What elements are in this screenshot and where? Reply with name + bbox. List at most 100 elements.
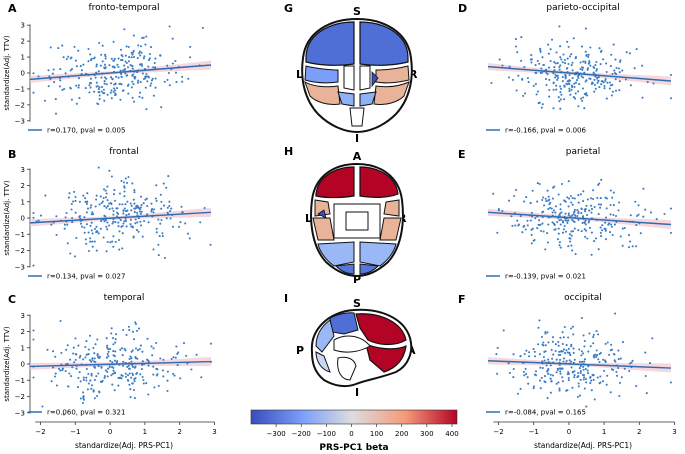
data-point: [78, 97, 81, 100]
brain-coronal: [301, 17, 413, 134]
data-point: [559, 85, 562, 88]
data-point: [580, 316, 583, 320]
data-point: [570, 53, 573, 56]
data-point: [150, 210, 153, 213]
data-point: [130, 357, 133, 360]
data-point: [136, 221, 139, 224]
data-point: [109, 347, 112, 351]
data-point: [105, 250, 108, 253]
data-point: [154, 66, 157, 69]
data-point: [98, 355, 101, 358]
data-point: [144, 75, 147, 78]
data-point: [168, 84, 171, 87]
data-point: [95, 81, 98, 84]
data-point: [152, 248, 155, 251]
data-point: [577, 105, 580, 108]
data-point: [618, 89, 621, 92]
data-point: [584, 235, 587, 238]
data-point: [135, 329, 139, 332]
data-point: [617, 209, 620, 212]
data-point: [181, 80, 184, 83]
data-point: [604, 221, 607, 224]
data-point: [170, 207, 173, 210]
data-point: [610, 368, 613, 371]
data-point: [79, 354, 82, 357]
data-point: [110, 76, 113, 79]
data-point: [557, 340, 560, 343]
data-point: [125, 181, 129, 184]
data-point: [54, 355, 57, 358]
data-point: [139, 63, 142, 66]
data-point: [617, 67, 620, 70]
data-point: [501, 64, 504, 67]
data-point: [621, 69, 624, 72]
data-point: [529, 219, 532, 222]
data-point: [90, 372, 93, 375]
panel-title: temporal: [104, 293, 145, 303]
data-point: [604, 229, 607, 232]
data-point: [615, 66, 618, 70]
data-point: [540, 106, 543, 109]
data-point: [583, 339, 586, 343]
data-point: [524, 92, 527, 95]
data-point: [173, 374, 176, 377]
data-point: [529, 58, 532, 61]
data-point: [77, 376, 80, 379]
data-point: [120, 225, 123, 228]
data-point: [94, 360, 97, 364]
data-point: [130, 376, 133, 379]
orient-label-left-i: P: [296, 344, 304, 357]
data-point: [120, 179, 123, 182]
data-point: [98, 203, 101, 206]
data-point: [105, 77, 108, 80]
data-point: [50, 223, 53, 226]
data-point: [127, 213, 131, 216]
data-point: [177, 225, 181, 228]
y-tick-label: −3: [15, 263, 25, 271]
data-point: [144, 198, 147, 201]
data-point: [126, 66, 130, 69]
data-point: [131, 53, 134, 56]
data-point: [157, 254, 160, 257]
data-point: [635, 223, 638, 227]
data-point: [139, 220, 142, 223]
data-point: [635, 245, 638, 248]
data-point: [93, 240, 96, 243]
data-point: [160, 207, 163, 210]
data-point: [597, 333, 600, 336]
data-point: [565, 82, 568, 85]
data-point: [112, 350, 115, 353]
data-point: [103, 376, 106, 380]
data-point: [576, 376, 579, 379]
data-point: [629, 214, 632, 217]
data-point: [579, 370, 582, 373]
data-point: [566, 373, 569, 376]
y-tick-label: −1: [15, 377, 25, 385]
data-point: [561, 331, 564, 334]
data-point: [128, 383, 131, 386]
data-point: [551, 197, 554, 200]
data-point: [63, 227, 66, 230]
panel-letter-i: I: [284, 292, 288, 305]
data-point: [550, 207, 553, 210]
data-point: [148, 52, 152, 56]
data-point: [577, 194, 580, 197]
data-point: [641, 64, 644, 67]
data-point: [133, 77, 136, 80]
data-point: [559, 223, 562, 226]
data-point: [559, 218, 563, 221]
data-point: [612, 191, 615, 194]
data-point: [603, 369, 606, 372]
data-point: [582, 66, 585, 69]
data-point: [146, 337, 149, 340]
data-point: [570, 366, 573, 369]
data-point: [512, 353, 515, 356]
data-point: [77, 49, 80, 52]
data-point: [649, 211, 653, 214]
data-point: [120, 374, 123, 377]
data-point: [99, 195, 102, 198]
data-point: [536, 182, 539, 185]
data-point: [155, 199, 158, 202]
data-point: [142, 77, 145, 81]
brain-axial: [310, 162, 404, 278]
